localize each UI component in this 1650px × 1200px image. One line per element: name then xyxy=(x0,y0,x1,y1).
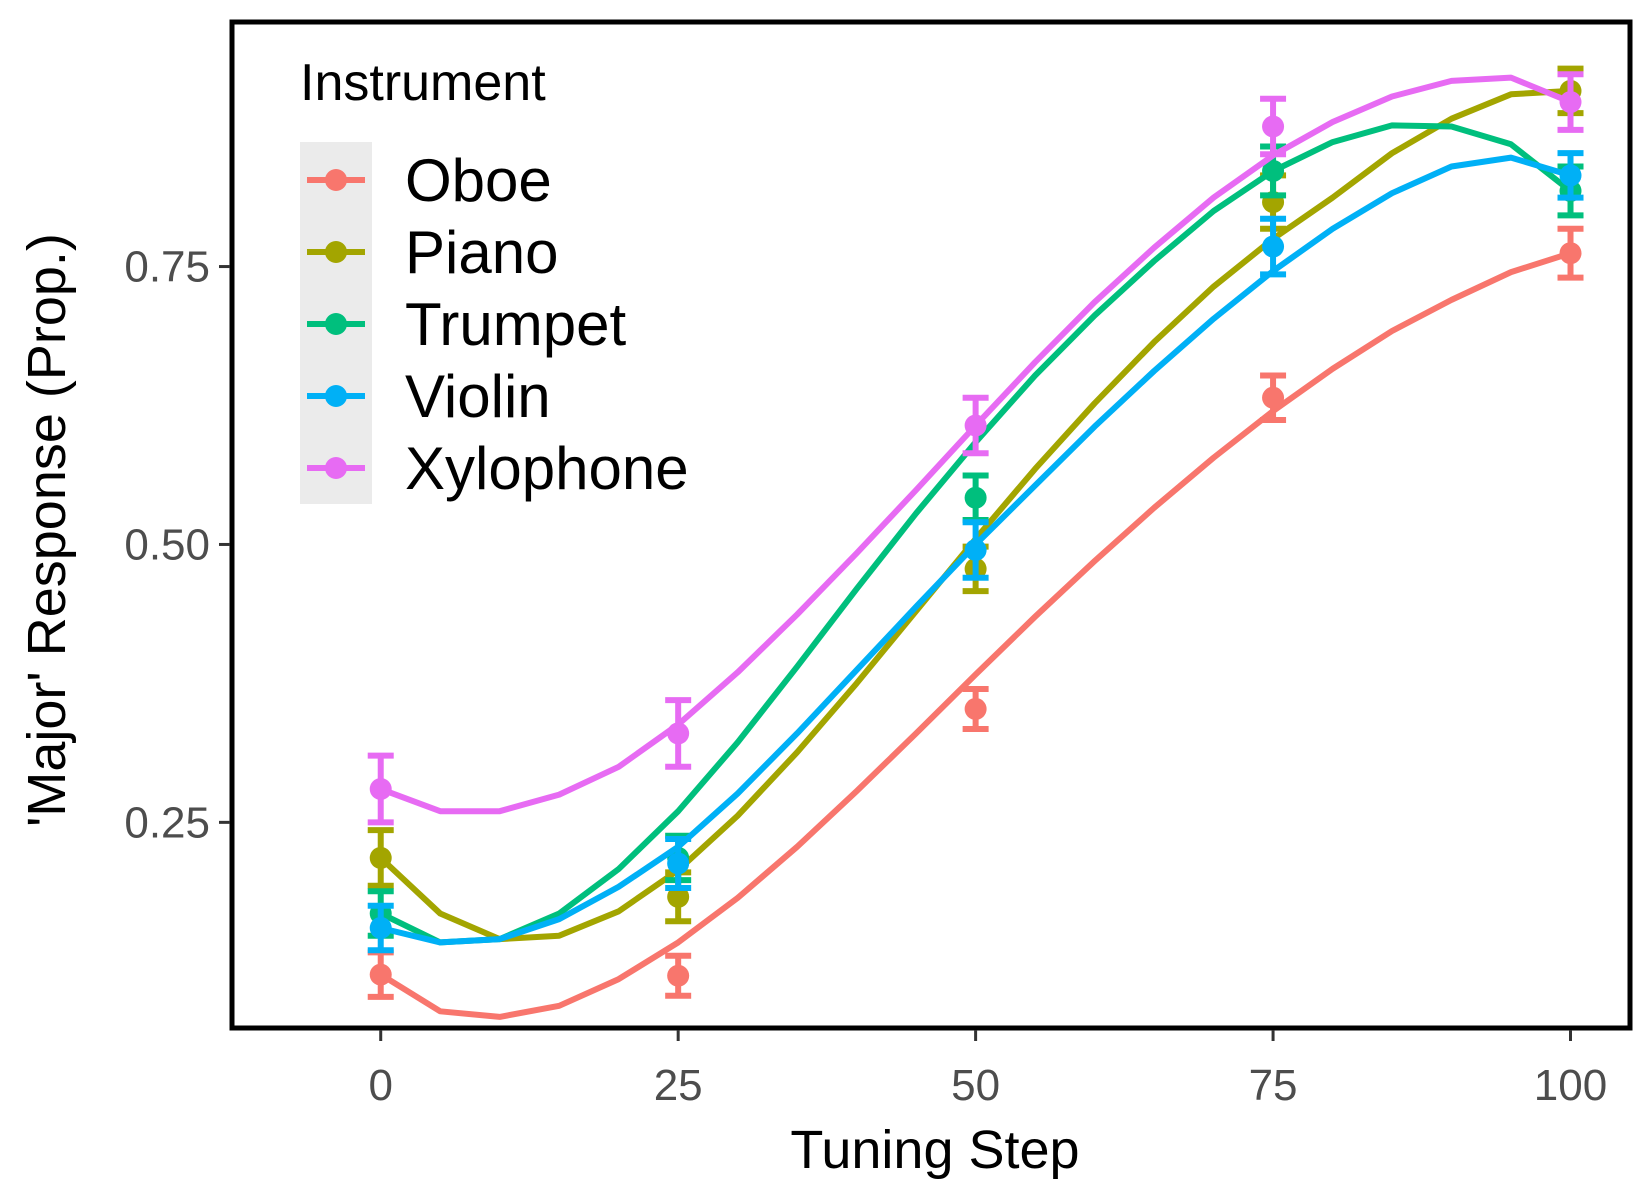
legend-title: Instrument xyxy=(300,54,546,112)
legend-key-point xyxy=(325,457,347,479)
data-point xyxy=(964,539,987,562)
legend-key-point xyxy=(325,169,347,191)
series-violin xyxy=(367,150,1584,954)
y-tick-label: 0.25 xyxy=(124,798,210,847)
axes: 0 25 50 75 100 0.25 0.50 0.75 xyxy=(124,243,1607,1110)
data-point xyxy=(1559,242,1582,265)
data-point xyxy=(667,964,690,987)
x-tick-label: 100 xyxy=(1534,1061,1607,1110)
legend-label: Xylophone xyxy=(405,435,689,502)
data-point xyxy=(964,697,987,720)
data-point xyxy=(369,963,392,986)
legend-label: Oboe xyxy=(405,147,552,214)
series-layer xyxy=(367,65,1584,1020)
legend-item-violin: Violin xyxy=(307,363,551,430)
series-xylophone xyxy=(367,71,1584,826)
series-oboe xyxy=(367,225,1584,1020)
data-point xyxy=(369,916,392,939)
legend-item-piano: Piano xyxy=(307,219,558,286)
legend-label: Violin xyxy=(405,363,551,430)
legend-key-point xyxy=(325,313,347,335)
legend-item-trumpet: Trumpet xyxy=(307,291,626,358)
data-point xyxy=(667,885,690,908)
x-tick-label: 50 xyxy=(951,1061,1000,1110)
legend-label: Trumpet xyxy=(405,291,626,358)
data-point xyxy=(667,722,690,745)
y-tick-label: 0.50 xyxy=(124,520,210,569)
data-point xyxy=(964,414,987,437)
y-axis-title: 'Major' Response (Prop.) xyxy=(17,233,77,827)
data-point xyxy=(369,846,392,869)
data-point xyxy=(1262,159,1285,182)
data-point xyxy=(1559,91,1582,114)
x-tick-label: 75 xyxy=(1249,1061,1298,1110)
legend: Instrument OboePianoTrumpetViolinXylophon… xyxy=(300,54,689,504)
data-point xyxy=(1262,386,1285,409)
data-point xyxy=(1262,235,1285,258)
x-tick-label: 0 xyxy=(368,1061,392,1110)
legend-label: Piano xyxy=(405,219,558,286)
plot-border xyxy=(229,19,1633,1031)
plot-panel xyxy=(229,19,1633,1031)
x-axis-title: Tuning Step xyxy=(790,1120,1079,1180)
data-point xyxy=(964,486,987,509)
y-tick-label: 0.75 xyxy=(124,243,210,292)
data-point xyxy=(667,852,690,875)
series-line xyxy=(377,250,1574,1020)
data-point xyxy=(369,778,392,801)
legend-key-point xyxy=(325,385,347,407)
legend-key-point xyxy=(325,241,347,263)
legend-item-xylophone: Xylophone xyxy=(307,435,689,502)
data-point xyxy=(1559,164,1582,187)
legend-item-oboe: Oboe xyxy=(307,147,552,214)
x-tick-label: 25 xyxy=(654,1061,703,1110)
data-point xyxy=(1262,115,1285,138)
